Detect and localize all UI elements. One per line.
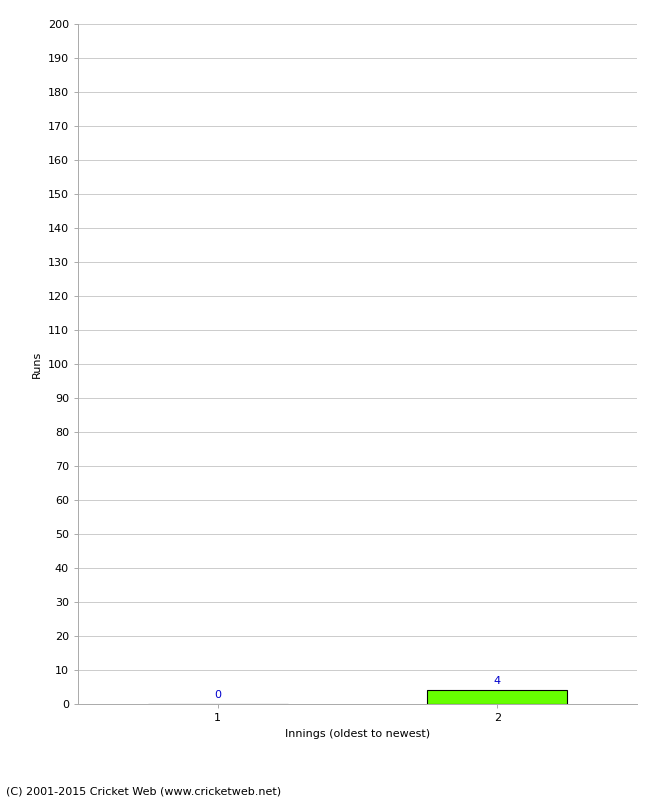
Text: 4: 4 bbox=[494, 676, 500, 686]
Text: (C) 2001-2015 Cricket Web (www.cricketweb.net): (C) 2001-2015 Cricket Web (www.cricketwe… bbox=[6, 786, 281, 796]
Text: 0: 0 bbox=[214, 690, 221, 700]
Y-axis label: Runs: Runs bbox=[32, 350, 42, 378]
Bar bbox=[428, 690, 567, 704]
X-axis label: Innings (oldest to newest): Innings (oldest to newest) bbox=[285, 729, 430, 738]
